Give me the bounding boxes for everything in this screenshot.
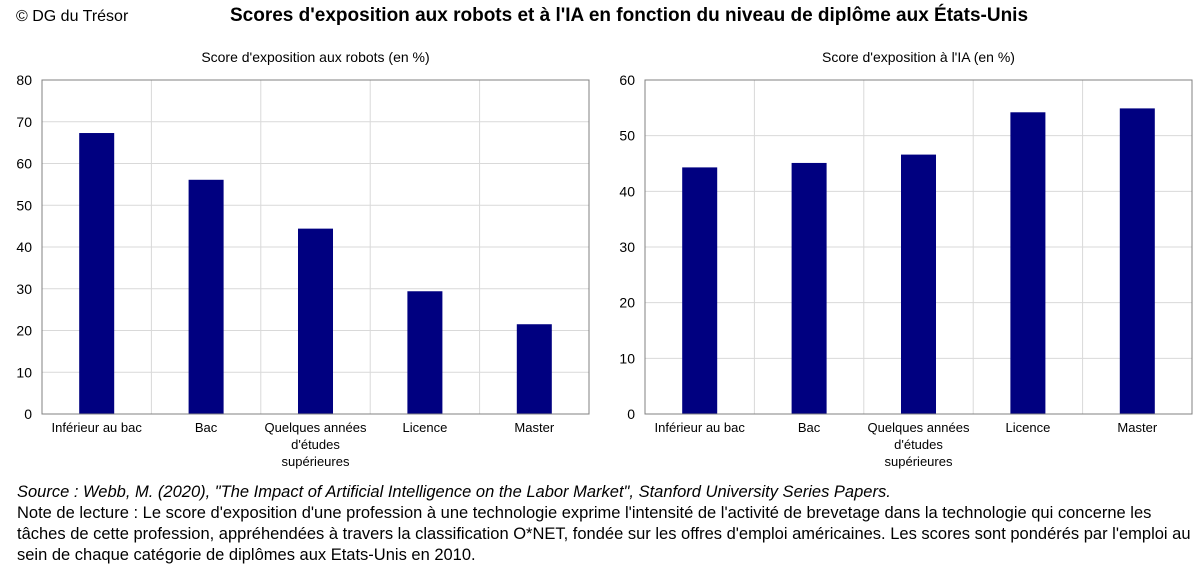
y-tick-label: 10 xyxy=(16,364,32,380)
x-tick-label-line: Licence xyxy=(402,420,447,435)
footer-notes: Source : Webb, M. (2020), "The Impact of… xyxy=(17,482,1197,566)
x-tick-label: Master xyxy=(1117,420,1157,435)
y-tick-label: 80 xyxy=(16,72,32,88)
figure-title: Scores d'exposition aux robots et à l'IA… xyxy=(230,5,1029,26)
y-tick-label: 40 xyxy=(619,183,635,199)
x-tick-label-line: Bac xyxy=(798,420,821,435)
bar xyxy=(900,154,937,415)
x-tick-label: Licence xyxy=(402,420,447,435)
plot-frame xyxy=(644,79,1193,415)
x-tick-label-line: supérieures xyxy=(885,454,953,469)
copyright: © DG du Trésor xyxy=(16,8,129,25)
y-tick-label: 40 xyxy=(16,239,32,255)
chart-title: Score d'exposition à l'IA (en %) xyxy=(822,49,1015,65)
x-tick-label: Bac xyxy=(195,420,218,435)
bar xyxy=(79,133,115,414)
reading-note: Note de lecture : Le score d'exposition … xyxy=(17,504,1191,564)
x-tick-label: Quelques années d'études supérieures xyxy=(868,420,970,469)
y-tick-label: 0 xyxy=(24,406,32,422)
x-tick-label: Licence xyxy=(1005,420,1050,435)
x-tick-label: Bac xyxy=(798,420,821,435)
x-tick-label: Inférieur au bac xyxy=(655,420,746,435)
y-tick-label: 50 xyxy=(16,197,32,213)
x-tick-label-line: Inférieur au bac xyxy=(52,420,143,435)
bar xyxy=(682,167,718,414)
x-tick-label-line: Quelques années xyxy=(868,420,970,435)
bar xyxy=(1010,112,1046,414)
bar xyxy=(516,324,552,414)
bar xyxy=(188,179,224,414)
y-tick-label: 20 xyxy=(16,323,32,339)
y-tick-label: 30 xyxy=(619,239,635,255)
x-tick-label-line: Inférieur au bac xyxy=(655,420,746,435)
y-tick-label: 20 xyxy=(619,295,635,311)
x-tick-label-line: Bac xyxy=(195,420,218,435)
y-tick-label: 60 xyxy=(619,72,635,88)
y-tick-label: 60 xyxy=(16,156,32,172)
chart-title: Score d'exposition aux robots (en %) xyxy=(201,49,429,65)
x-tick-label: Quelques années d'études supérieures xyxy=(265,420,367,469)
x-tick-label-line: Master xyxy=(1117,420,1157,435)
x-tick-label-line: Licence xyxy=(1005,420,1050,435)
source-text: Source : Webb, M. (2020), "The Impact of… xyxy=(17,483,891,501)
plot-frame xyxy=(41,79,590,415)
y-tick-label: 70 xyxy=(16,114,32,130)
y-tick-label: 10 xyxy=(619,350,635,366)
y-tick-label: 30 xyxy=(16,281,32,297)
x-tick-label-line: d'études xyxy=(291,437,340,452)
bar xyxy=(297,228,334,414)
x-tick-label-line: supérieures xyxy=(282,454,350,469)
x-tick-label-line: d'études xyxy=(894,437,943,452)
x-tick-label: Inférieur au bac xyxy=(52,420,143,435)
y-tick-label: 50 xyxy=(619,128,635,144)
bar xyxy=(791,162,827,414)
bar xyxy=(407,291,443,414)
y-tick-label: 0 xyxy=(627,406,635,422)
x-tick-label-line: Quelques années xyxy=(265,420,367,435)
bar xyxy=(1119,108,1155,414)
x-tick-label-line: Master xyxy=(514,420,554,435)
x-tick-label: Master xyxy=(514,420,554,435)
